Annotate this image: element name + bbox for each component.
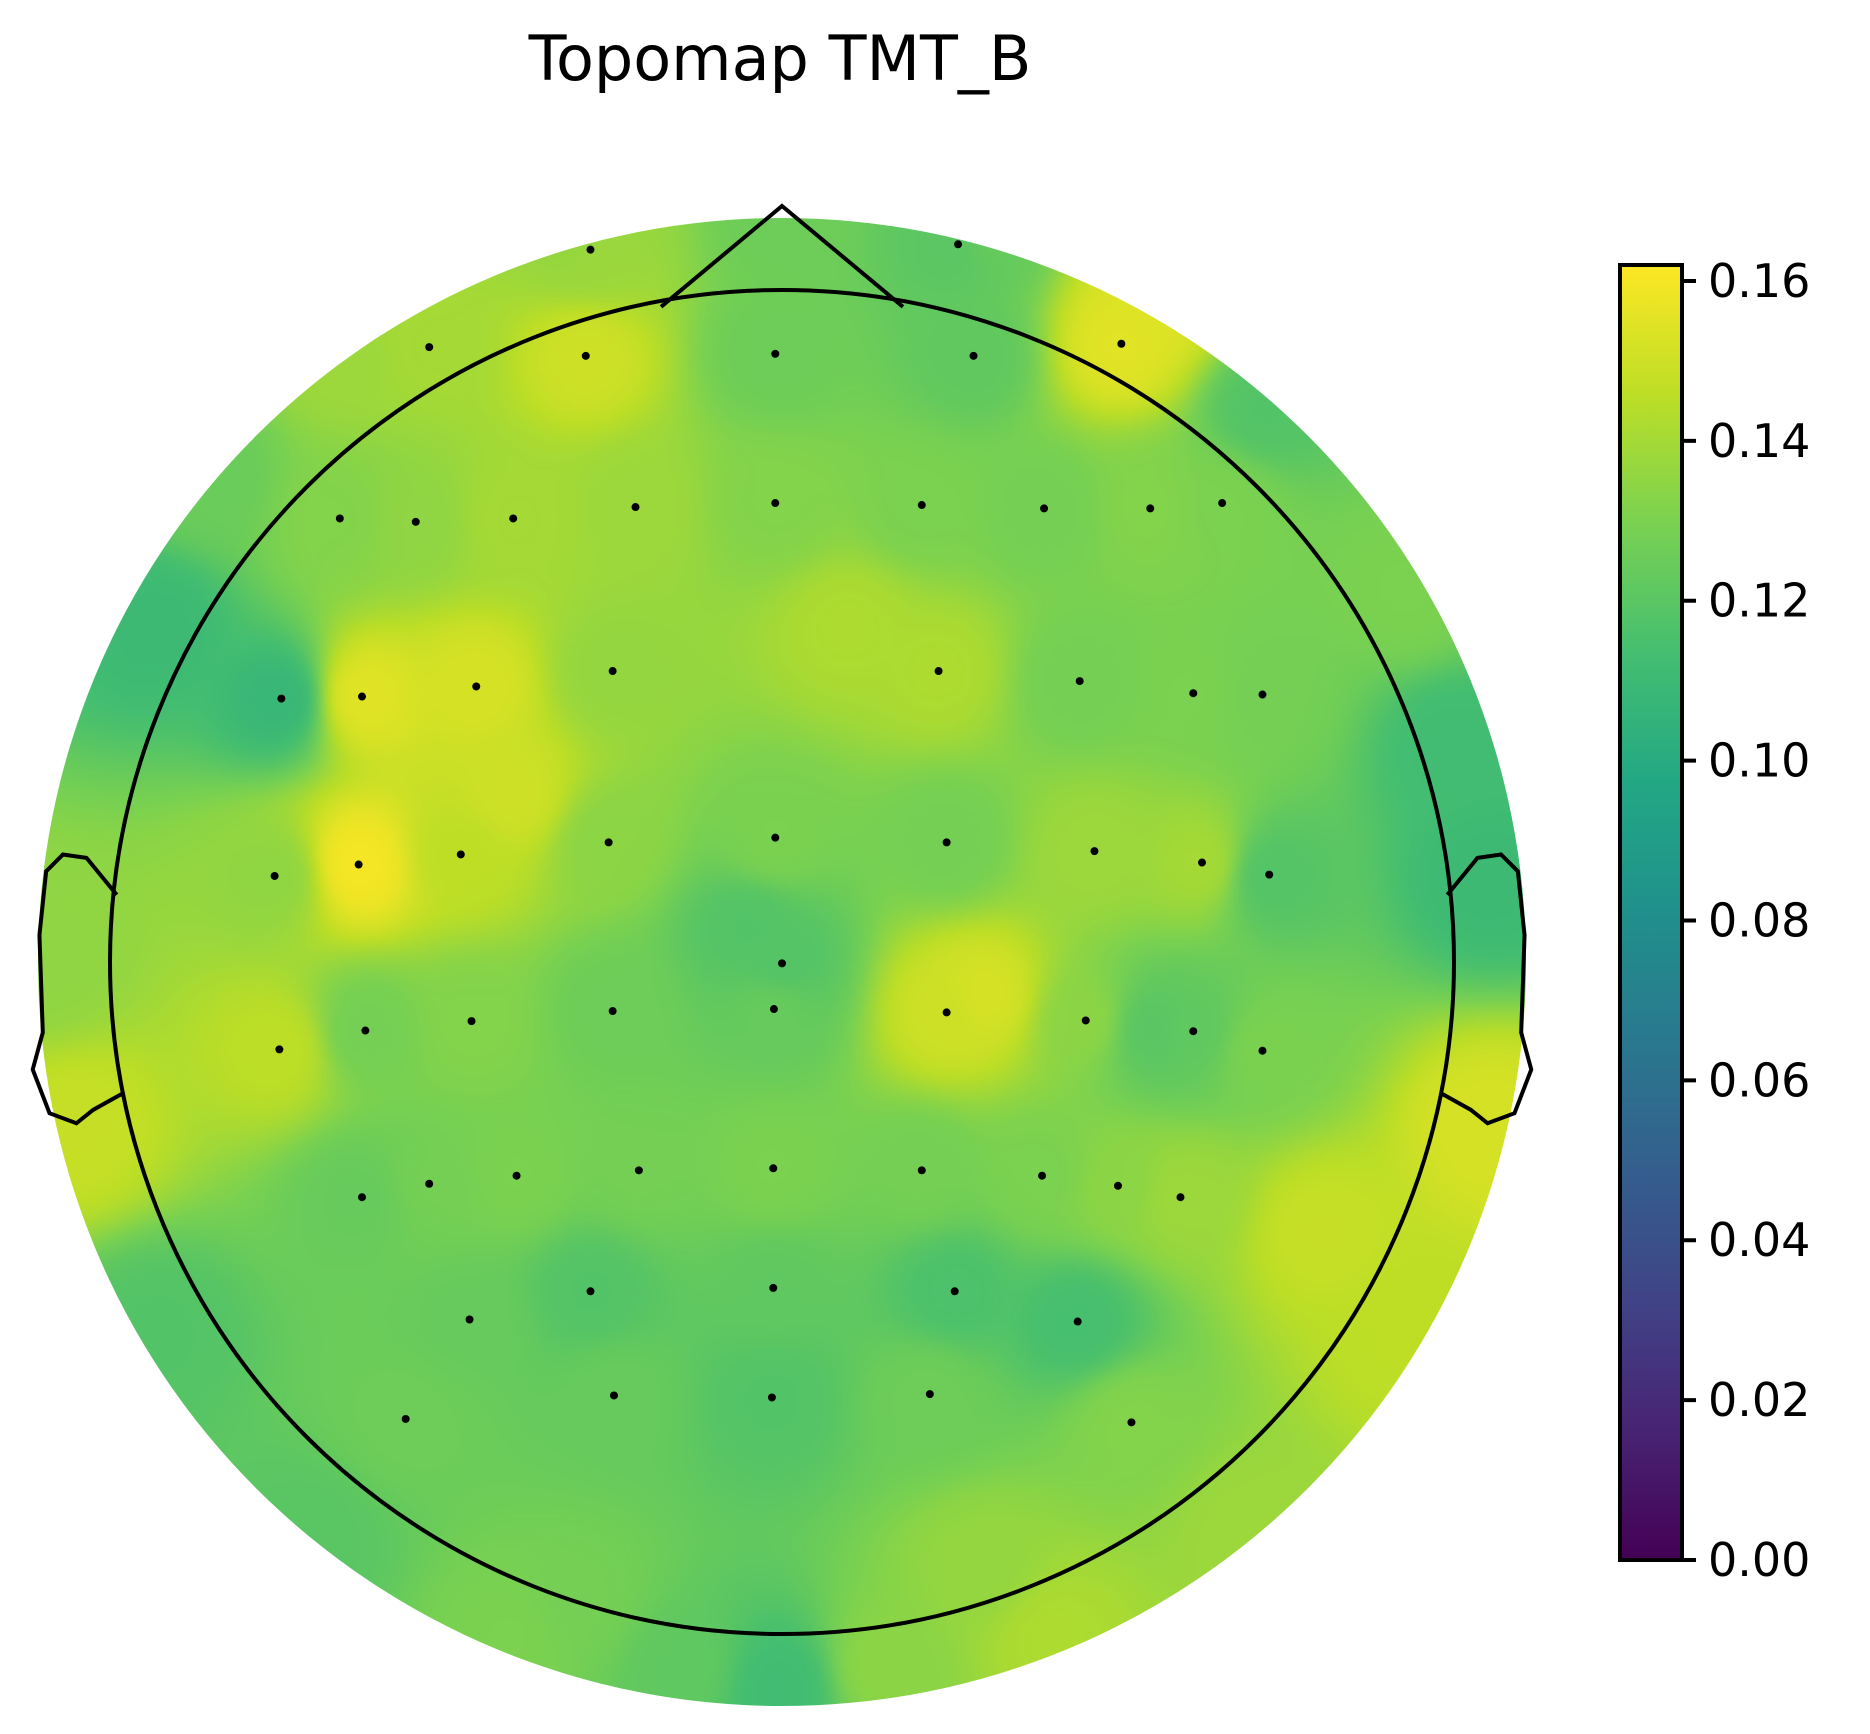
sensor-point-14 bbox=[1040, 504, 1049, 513]
sensor-point-25 bbox=[270, 871, 279, 880]
sensor-point-24 bbox=[1258, 690, 1267, 699]
sensor-point-58 bbox=[610, 1391, 618, 1400]
sensor-point-54 bbox=[769, 1283, 778, 1292]
sensor-point-59 bbox=[767, 1393, 776, 1402]
sensor-point-31 bbox=[1090, 847, 1099, 856]
sensor-point-35 bbox=[275, 1045, 284, 1054]
colorbar-tick-label: 0.16 bbox=[1708, 254, 1810, 308]
sensor-point-48 bbox=[769, 1164, 778, 1173]
sensor-point-8 bbox=[335, 514, 344, 523]
sensor-point-50 bbox=[1038, 1171, 1047, 1180]
sensor-markers bbox=[270, 240, 1274, 1427]
sensor-point-46 bbox=[512, 1171, 521, 1180]
sensor-point-10 bbox=[509, 514, 518, 523]
sensor-point-2 bbox=[954, 240, 963, 249]
sensor-point-21 bbox=[934, 667, 943, 676]
sensor-point-41 bbox=[1081, 1016, 1090, 1025]
sensor-point-38 bbox=[608, 1007, 617, 1016]
sensor-point-42 bbox=[1189, 1027, 1198, 1036]
sensor-point-55 bbox=[950, 1287, 959, 1296]
colorbar-tick-label: 0.08 bbox=[1708, 893, 1810, 947]
sensor-point-39 bbox=[769, 1005, 778, 1014]
head-circle bbox=[108, 288, 1456, 1636]
colorbar-tick-label: 0.04 bbox=[1708, 1213, 1810, 1267]
colorbar-ticks: 0.00 0.02 0.04 0.06 0.08 0.10 0.12 0.14 0.16 bbox=[1682, 254, 1810, 1587]
sensor-point-43 bbox=[1258, 1046, 1267, 1055]
colorbar: 0.00 0.02 0.04 0.06 0.08 0.10 0.12 0.14 0.16 bbox=[1618, 254, 1810, 1587]
sensor-point-33 bbox=[1265, 870, 1274, 879]
sensor-point-44 bbox=[358, 1193, 366, 1202]
colorbar-frame bbox=[1618, 263, 1684, 1562]
sensor-point-37 bbox=[467, 1017, 476, 1026]
sensor-point-19 bbox=[472, 682, 481, 691]
chart-title: Topomap TMT_B bbox=[528, 22, 1032, 95]
colorbar-tick-label: 0.00 bbox=[1708, 1533, 1810, 1587]
colorbar-tick-label: 0.12 bbox=[1708, 574, 1810, 628]
sensor-point-3 bbox=[425, 343, 434, 352]
sensor-point-53 bbox=[586, 1287, 595, 1296]
sensor-point-52 bbox=[1176, 1193, 1185, 1202]
sensor-point-56 bbox=[465, 1315, 474, 1324]
sensor-point-61 bbox=[401, 1414, 410, 1423]
sensor-point-18 bbox=[358, 692, 366, 701]
sensor-point-57 bbox=[1073, 1317, 1082, 1326]
sensor-point-5 bbox=[771, 349, 780, 358]
nose-outline bbox=[659, 203, 905, 309]
sensor-point-20 bbox=[608, 667, 617, 676]
left-ear-outline bbox=[30, 852, 125, 1126]
sensor-point-30 bbox=[942, 838, 951, 847]
sensor-point-17 bbox=[277, 694, 286, 703]
colorbar-tick-label: 0.02 bbox=[1708, 1373, 1810, 1427]
sensor-point-62 bbox=[1127, 1418, 1136, 1427]
sensor-point-15 bbox=[1146, 504, 1155, 513]
sensor-point-47 bbox=[634, 1166, 643, 1175]
colorbar-tick-label: 0.14 bbox=[1708, 414, 1810, 468]
sensor-point-4 bbox=[581, 351, 590, 360]
sensor-point-11 bbox=[631, 503, 640, 512]
sensor-point-22 bbox=[1075, 677, 1084, 686]
sensor-point-32 bbox=[1198, 858, 1206, 867]
sensor-point-36 bbox=[361, 1026, 370, 1035]
sensor-point-16 bbox=[1218, 499, 1227, 508]
sensor-point-23 bbox=[1189, 689, 1198, 698]
head-outline bbox=[30, 203, 1534, 1636]
colorbar-tick-label: 0.06 bbox=[1708, 1053, 1810, 1107]
sensor-point-45 bbox=[425, 1179, 434, 1188]
sensor-point-29 bbox=[771, 833, 780, 842]
sensor-point-51 bbox=[1114, 1181, 1122, 1190]
sensor-point-13 bbox=[917, 501, 926, 510]
sensor-point-26 bbox=[354, 860, 363, 869]
sensor-point-60 bbox=[925, 1390, 934, 1399]
sensor-point-34 bbox=[778, 959, 786, 968]
sensor-point-1 bbox=[586, 245, 595, 254]
sensor-point-28 bbox=[604, 838, 613, 847]
sensor-point-40 bbox=[942, 1008, 951, 1017]
sensor-point-9 bbox=[411, 517, 420, 526]
colorbar-tick-label: 0.10 bbox=[1708, 734, 1810, 788]
sensor-point-49 bbox=[917, 1166, 926, 1175]
sensor-point-27 bbox=[456, 850, 465, 859]
colorbar-gradient bbox=[1620, 265, 1682, 1560]
sensor-point-12 bbox=[771, 499, 780, 508]
right-ear-outline bbox=[1439, 852, 1534, 1126]
sensor-point-7 bbox=[1117, 339, 1126, 348]
sensor-point-6 bbox=[969, 351, 978, 360]
